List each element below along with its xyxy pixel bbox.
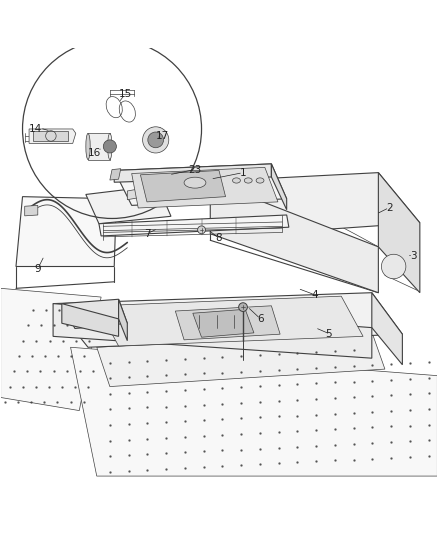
Ellipse shape <box>244 178 252 183</box>
Text: 7: 7 <box>144 229 150 239</box>
Polygon shape <box>175 306 280 340</box>
Polygon shape <box>193 309 254 337</box>
Text: 15: 15 <box>119 89 132 99</box>
Polygon shape <box>62 299 127 328</box>
Text: 5: 5 <box>325 329 332 339</box>
Text: 6: 6 <box>257 314 264 324</box>
Polygon shape <box>114 164 272 182</box>
Ellipse shape <box>86 133 90 159</box>
Ellipse shape <box>256 178 264 183</box>
Polygon shape <box>97 296 363 346</box>
Text: 9: 9 <box>35 264 41 273</box>
Polygon shape <box>25 205 38 216</box>
Text: 16: 16 <box>88 148 101 158</box>
Polygon shape <box>127 188 145 200</box>
Polygon shape <box>86 185 171 224</box>
Text: 3: 3 <box>410 251 417 261</box>
Polygon shape <box>29 129 76 143</box>
Text: 23: 23 <box>188 165 201 175</box>
Polygon shape <box>1 288 101 410</box>
Circle shape <box>239 303 247 311</box>
Polygon shape <box>114 164 287 205</box>
Text: 1: 1 <box>240 168 246 177</box>
Polygon shape <box>372 293 403 365</box>
Circle shape <box>148 132 163 148</box>
Polygon shape <box>132 167 278 208</box>
Polygon shape <box>53 293 403 348</box>
Text: 2: 2 <box>386 203 392 213</box>
Polygon shape <box>110 169 121 180</box>
Polygon shape <box>53 304 372 358</box>
Text: 14: 14 <box>29 124 42 134</box>
Ellipse shape <box>108 133 112 159</box>
Polygon shape <box>272 164 287 210</box>
Polygon shape <box>33 131 68 141</box>
Polygon shape <box>141 171 226 202</box>
Text: 8: 8 <box>215 233 223 243</box>
Polygon shape <box>88 133 110 159</box>
Text: 17: 17 <box>155 131 169 141</box>
Polygon shape <box>99 215 289 236</box>
Polygon shape <box>97 332 385 386</box>
Polygon shape <box>210 181 378 293</box>
Polygon shape <box>210 173 420 234</box>
Circle shape <box>381 254 406 279</box>
Polygon shape <box>119 299 127 341</box>
Circle shape <box>143 127 169 153</box>
Text: 4: 4 <box>312 290 318 300</box>
Circle shape <box>198 226 205 234</box>
Polygon shape <box>16 197 117 266</box>
Ellipse shape <box>184 177 206 188</box>
Polygon shape <box>62 304 119 336</box>
Circle shape <box>103 140 117 153</box>
Ellipse shape <box>233 178 240 183</box>
Polygon shape <box>378 173 420 293</box>
Polygon shape <box>71 348 437 476</box>
